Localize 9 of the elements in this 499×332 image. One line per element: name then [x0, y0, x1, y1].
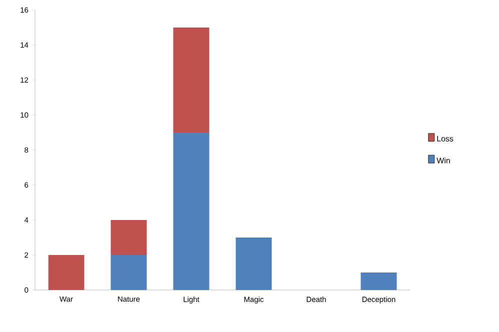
bar [360, 272, 397, 290]
bar [48, 254, 84, 290]
legend-label: Win [436, 157, 450, 164]
legend-label: Loss [437, 136, 454, 142]
bar [173, 27, 210, 132]
bar [173, 132, 210, 290]
bar [236, 237, 272, 290]
bar [110, 220, 147, 255]
bar [110, 254, 147, 290]
